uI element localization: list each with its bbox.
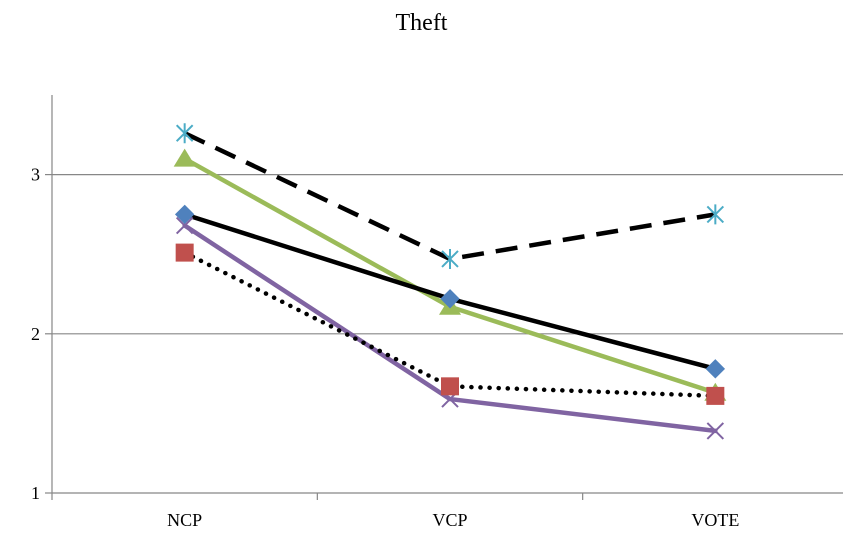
data-point-s3-VCP <box>440 289 460 309</box>
data-point-s4-NCP <box>175 216 194 235</box>
data-point-s1-VOTE <box>706 204 725 225</box>
data-point-s1-VCP <box>441 248 459 269</box>
y-tick-label: 1 <box>31 483 40 503</box>
y-tick-label: 3 <box>31 165 40 185</box>
x-tick-label: VCP <box>432 510 467 530</box>
data-point-s5-VOTE <box>706 386 725 405</box>
data-point-s5-NCP <box>175 243 194 262</box>
data-point-s3-NCP <box>174 204 195 225</box>
chart-title: Theft <box>395 10 448 36</box>
data-point-s3-VOTE <box>705 359 726 379</box>
y-tick-label: 2 <box>31 324 40 344</box>
series-line-5 <box>182 250 718 399</box>
data-point-s5-VCP <box>441 377 459 396</box>
x-tick-label: VOTE <box>691 510 739 530</box>
data-point-s1-NCP <box>175 123 194 144</box>
x-tick-label: NCP <box>167 510 202 530</box>
data-point-s4-VOTE <box>706 422 725 440</box>
data-point-s2-NCP <box>173 148 196 167</box>
